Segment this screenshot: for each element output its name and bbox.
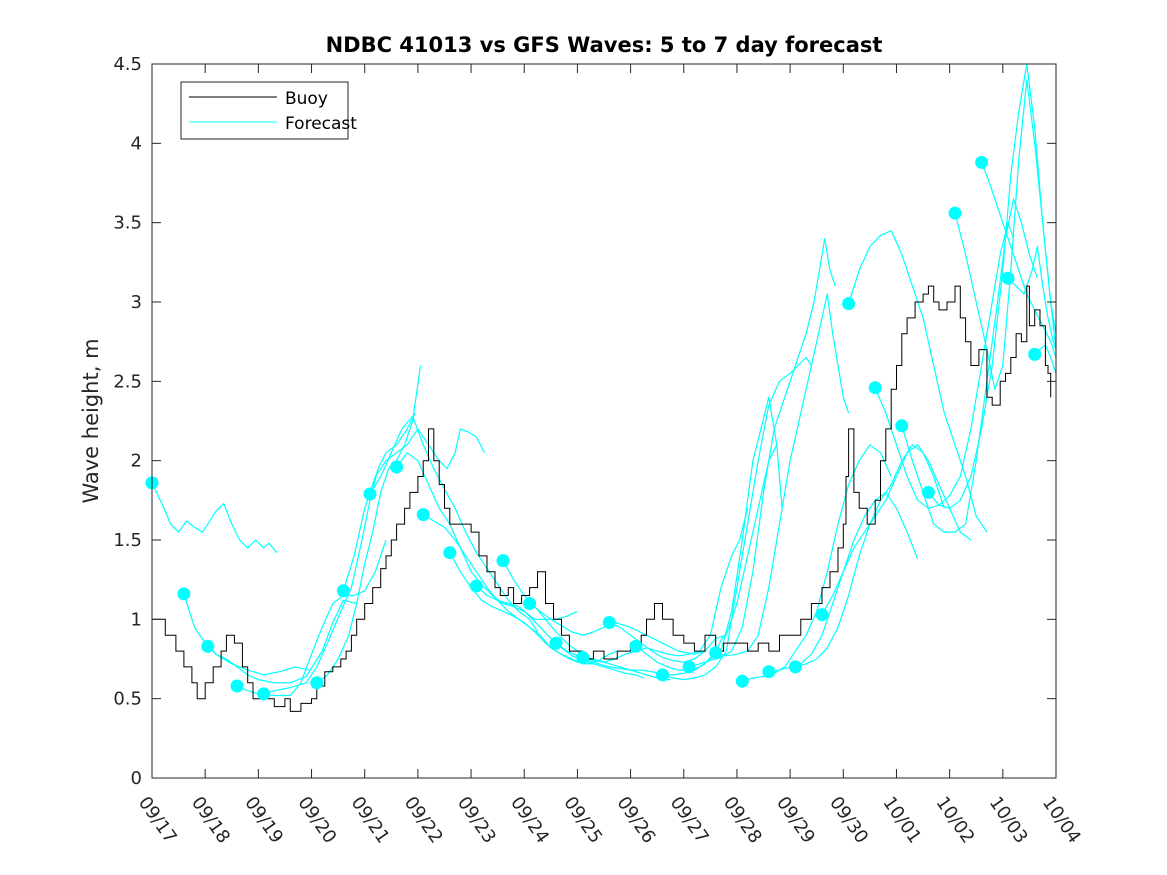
forecast-marker-26 <box>842 297 856 311</box>
forecast-line-12 <box>475 585 645 679</box>
forecast-line-2 <box>183 593 310 676</box>
forecast-marker-18 <box>629 639 643 653</box>
forecast-marker-22 <box>735 674 749 688</box>
forecast-marker-9 <box>390 460 404 474</box>
y-axis: 0 0.5 1 1.5 2 2.5 3 3.5 4 4.5 <box>113 54 1056 789</box>
forecast-line-16 <box>582 508 749 663</box>
forecast-marker-23 <box>762 665 776 679</box>
forecast-line-3 <box>207 599 357 684</box>
forecast-marker-28 <box>895 419 909 433</box>
y-tick-label: 3.5 <box>113 213 142 234</box>
legend-box <box>180 81 349 140</box>
forecast-line-1 <box>151 482 278 554</box>
forecast-marker-7 <box>336 584 350 598</box>
forecast-marker-8 <box>363 487 377 501</box>
y-tick-label: 3 <box>131 292 142 313</box>
forecast-marker-29 <box>921 485 935 499</box>
forecast-marker-30 <box>948 206 962 220</box>
forecast-marker-5 <box>257 687 271 701</box>
y-tick-label: 0.5 <box>113 689 142 710</box>
legend-forecast-label: Forecast <box>285 114 357 134</box>
forecast-marker-27 <box>868 381 882 395</box>
forecast-line-25 <box>821 444 972 615</box>
forecast-marker-31 <box>975 155 989 169</box>
forecast-line-9 <box>396 452 578 620</box>
forecast-marker-13 <box>496 554 510 568</box>
forecast-marker-3 <box>201 639 215 653</box>
chart-title: NDBC 41013 vs GFS Waves: 5 to 7 day fore… <box>326 33 883 57</box>
forecast-line-27 <box>874 222 1015 509</box>
forecast-marker-2 <box>177 587 191 601</box>
forecast-line-30 <box>954 79 1057 390</box>
forecast-marker-21 <box>709 646 723 660</box>
forecast-marker-17 <box>602 616 616 629</box>
forecast-line-32 <box>1007 245 1057 350</box>
forecast-marker-14 <box>523 597 537 610</box>
forecast-line-6 <box>316 365 422 684</box>
forecast-marker-16 <box>576 650 590 664</box>
forecast-marker-25 <box>815 608 829 622</box>
forecast-marker-19 <box>656 668 669 682</box>
forecast-marker-12 <box>469 579 483 593</box>
forecast-line-14 <box>529 603 706 655</box>
y-axis-label: Wave height, m <box>79 338 103 503</box>
y-tick-label: 1.5 <box>113 530 142 551</box>
y-tick-label: 1 <box>131 609 142 630</box>
forecast-line-28 <box>901 198 1038 533</box>
legend: Buoy Forecast <box>180 81 357 140</box>
forecast-marker-15 <box>549 636 563 650</box>
forecast-marker-10 <box>416 508 430 522</box>
forecast-marker-4 <box>230 679 244 693</box>
y-tick-label: 4 <box>131 133 142 154</box>
y-tick-label: 0 <box>131 768 142 789</box>
plot-frame <box>151 63 1057 779</box>
marker-layer <box>145 155 1042 701</box>
forecast-marker-6 <box>310 676 324 690</box>
forecast-marker-24 <box>788 660 802 674</box>
buoy-line <box>152 285 1052 712</box>
forecast-marker-20 <box>682 660 696 674</box>
forecast-line-21 <box>715 293 850 657</box>
y-tick-label: 2 <box>131 451 142 472</box>
y-tick-label: 2.5 <box>113 371 142 392</box>
legend-buoy-label: Buoy <box>285 89 328 109</box>
forecast-marker-32 <box>1001 271 1015 285</box>
y-tick-label: 4.5 <box>113 54 142 75</box>
forecast-marker-11 <box>443 546 457 560</box>
plot-area <box>152 64 1056 778</box>
forecast-marker-33 <box>1028 347 1042 361</box>
